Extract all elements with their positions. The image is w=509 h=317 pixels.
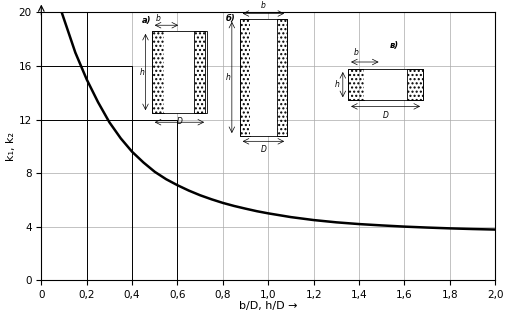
Bar [164,31,193,113]
Bar [152,31,164,113]
Text: D: D [261,145,266,154]
Text: а): а) [142,16,151,25]
X-axis label: b/D, h/D →: b/D, h/D → [239,301,297,311]
Bar [407,69,423,100]
Text: D: D [383,111,388,120]
Bar [348,69,364,100]
Text: b: b [155,14,160,23]
Bar [348,69,423,100]
Bar [250,19,277,136]
Y-axis label: k₁, k₂: k₁, k₂ [6,132,16,161]
Text: h: h [140,68,145,76]
Bar [277,19,287,136]
Text: б): б) [225,14,235,23]
Bar [193,31,206,113]
Text: b: b [261,1,266,10]
Bar [240,19,250,136]
Bar [364,69,407,100]
Bar [240,19,287,136]
Bar [152,31,207,113]
Text: b: b [354,48,359,57]
Text: в): в) [390,41,399,50]
Text: h: h [334,80,339,89]
Text: h: h [225,73,231,82]
Text: D: D [177,117,182,126]
